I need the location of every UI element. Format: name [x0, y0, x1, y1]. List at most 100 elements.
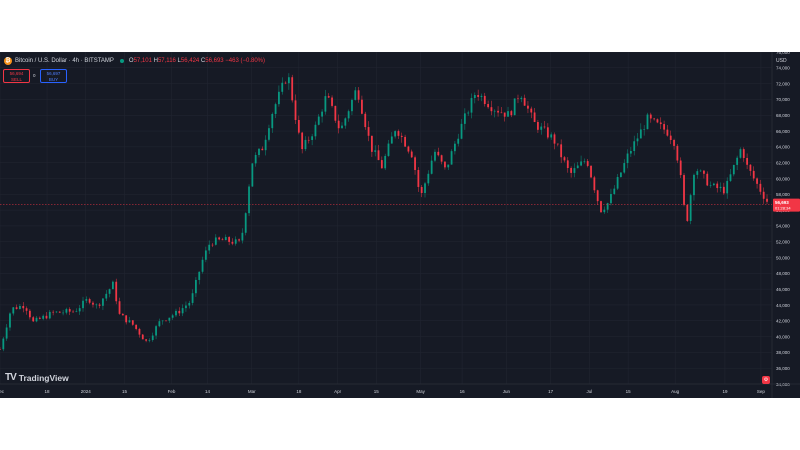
candle-body [400, 135, 403, 137]
candle-body [181, 308, 184, 314]
price-chart[interactable]: 34,00036,00038,00040,00042,00044,00046,0… [0, 52, 800, 398]
tradingview-logo[interactable]: TV TradingView [5, 372, 69, 383]
candle-body [410, 151, 413, 158]
candle-body [324, 96, 327, 112]
candle-body [364, 113, 367, 128]
candle-body [327, 96, 330, 98]
candle-body [404, 136, 406, 147]
candle-body [234, 239, 237, 244]
candle-body [460, 123, 463, 139]
candle-body [15, 307, 18, 309]
x-tick-label: 15 [626, 389, 632, 394]
candle-body [686, 204, 689, 221]
candle-body [105, 293, 108, 299]
candle-body [2, 338, 5, 350]
candle-body [125, 315, 128, 323]
candle-body [430, 160, 433, 174]
candle-body [45, 315, 48, 319]
candle-body [19, 305, 21, 309]
candle-body [424, 183, 426, 194]
candle-body [241, 232, 244, 241]
candle-body [613, 188, 616, 194]
sell-button[interactable]: 56,694 SELL [3, 69, 30, 83]
candle-body [709, 185, 712, 186]
buy-price: 56,697 [46, 71, 61, 76]
candle-body [732, 164, 735, 175]
candle-body [633, 141, 636, 151]
candle-body [646, 114, 649, 130]
candle-body [453, 143, 456, 152]
x-tick-label: 15 [122, 389, 128, 394]
candle-body [145, 339, 147, 341]
candle-body [341, 125, 343, 129]
candle-body [370, 135, 373, 152]
candle-body [596, 190, 599, 202]
candle-body [689, 195, 692, 221]
candle-body [563, 157, 566, 161]
candle-body [653, 118, 656, 120]
candle-body [141, 334, 144, 340]
tv-settings-icon[interactable]: ⚙ [762, 376, 770, 384]
symbol-title[interactable]: Bitcoin / U.S. Dollar · 4h · BITSTAMP [15, 58, 114, 64]
candle-body [483, 95, 486, 105]
candle-body [175, 310, 177, 316]
candle-body [679, 160, 682, 176]
candle-body [759, 183, 762, 192]
candle-body [480, 95, 483, 97]
buy-label: BUY [48, 77, 59, 82]
last-price-badge [773, 198, 800, 212]
candle-body [261, 148, 264, 151]
candle-body [251, 163, 254, 187]
candle-body [606, 203, 609, 210]
candle-body [25, 308, 28, 311]
y-tick-label: 38,000 [776, 350, 790, 355]
candle-body [576, 165, 579, 169]
candle-body [367, 127, 370, 136]
candle-body [102, 298, 104, 306]
candle-body [278, 91, 280, 105]
candle-body [68, 309, 71, 312]
candle-body [712, 183, 715, 186]
candle-body [131, 320, 134, 325]
candle-body [151, 335, 154, 341]
candle-body [284, 82, 287, 84]
buy-button[interactable]: 56,697 BUY [40, 69, 67, 83]
candle-body [297, 120, 300, 133]
candle-body [42, 315, 45, 319]
x-tick-label: Aug [671, 389, 680, 394]
candle-body [188, 302, 191, 306]
candle-body [706, 173, 709, 186]
candle-body [377, 150, 380, 161]
candle-body [663, 124, 665, 130]
close-label: C [200, 58, 206, 64]
candle-body [447, 164, 450, 168]
spread-value: 0 [33, 73, 36, 78]
y-tick-label: 62,000 [776, 160, 790, 165]
currency-label[interactable]: USD [776, 58, 787, 64]
candle-body [238, 239, 240, 241]
candle-body [357, 90, 360, 100]
candle-body [513, 98, 516, 116]
y-tick-label: 48,000 [776, 271, 790, 276]
candle-body [669, 135, 672, 140]
symbol-header: ₿ Bitcoin / U.S. Dollar · 4h · BITSTAMP … [4, 55, 265, 67]
bitcoin-icon: ₿ [4, 57, 12, 65]
candle-body [271, 113, 274, 129]
candle-body [0, 349, 1, 350]
high-value: 57,116 [157, 58, 176, 64]
y-tick-label: 68,000 [776, 113, 790, 118]
y-tick-label: 76,000 [776, 52, 790, 55]
candle-body [82, 300, 84, 309]
candle-body [556, 143, 559, 145]
candle-body [65, 309, 68, 313]
candle-body [490, 107, 493, 112]
candle-body [440, 155, 443, 162]
low-value: 56,424 [180, 58, 200, 64]
candle-body [161, 320, 164, 322]
candle-body [493, 110, 496, 112]
y-tick-label: 46,000 [776, 287, 790, 292]
candle-body [517, 98, 519, 100]
y-tick-label: 44,000 [776, 303, 790, 308]
change-value: −463 (−0.80%) [225, 58, 265, 64]
candle-body [470, 98, 473, 113]
